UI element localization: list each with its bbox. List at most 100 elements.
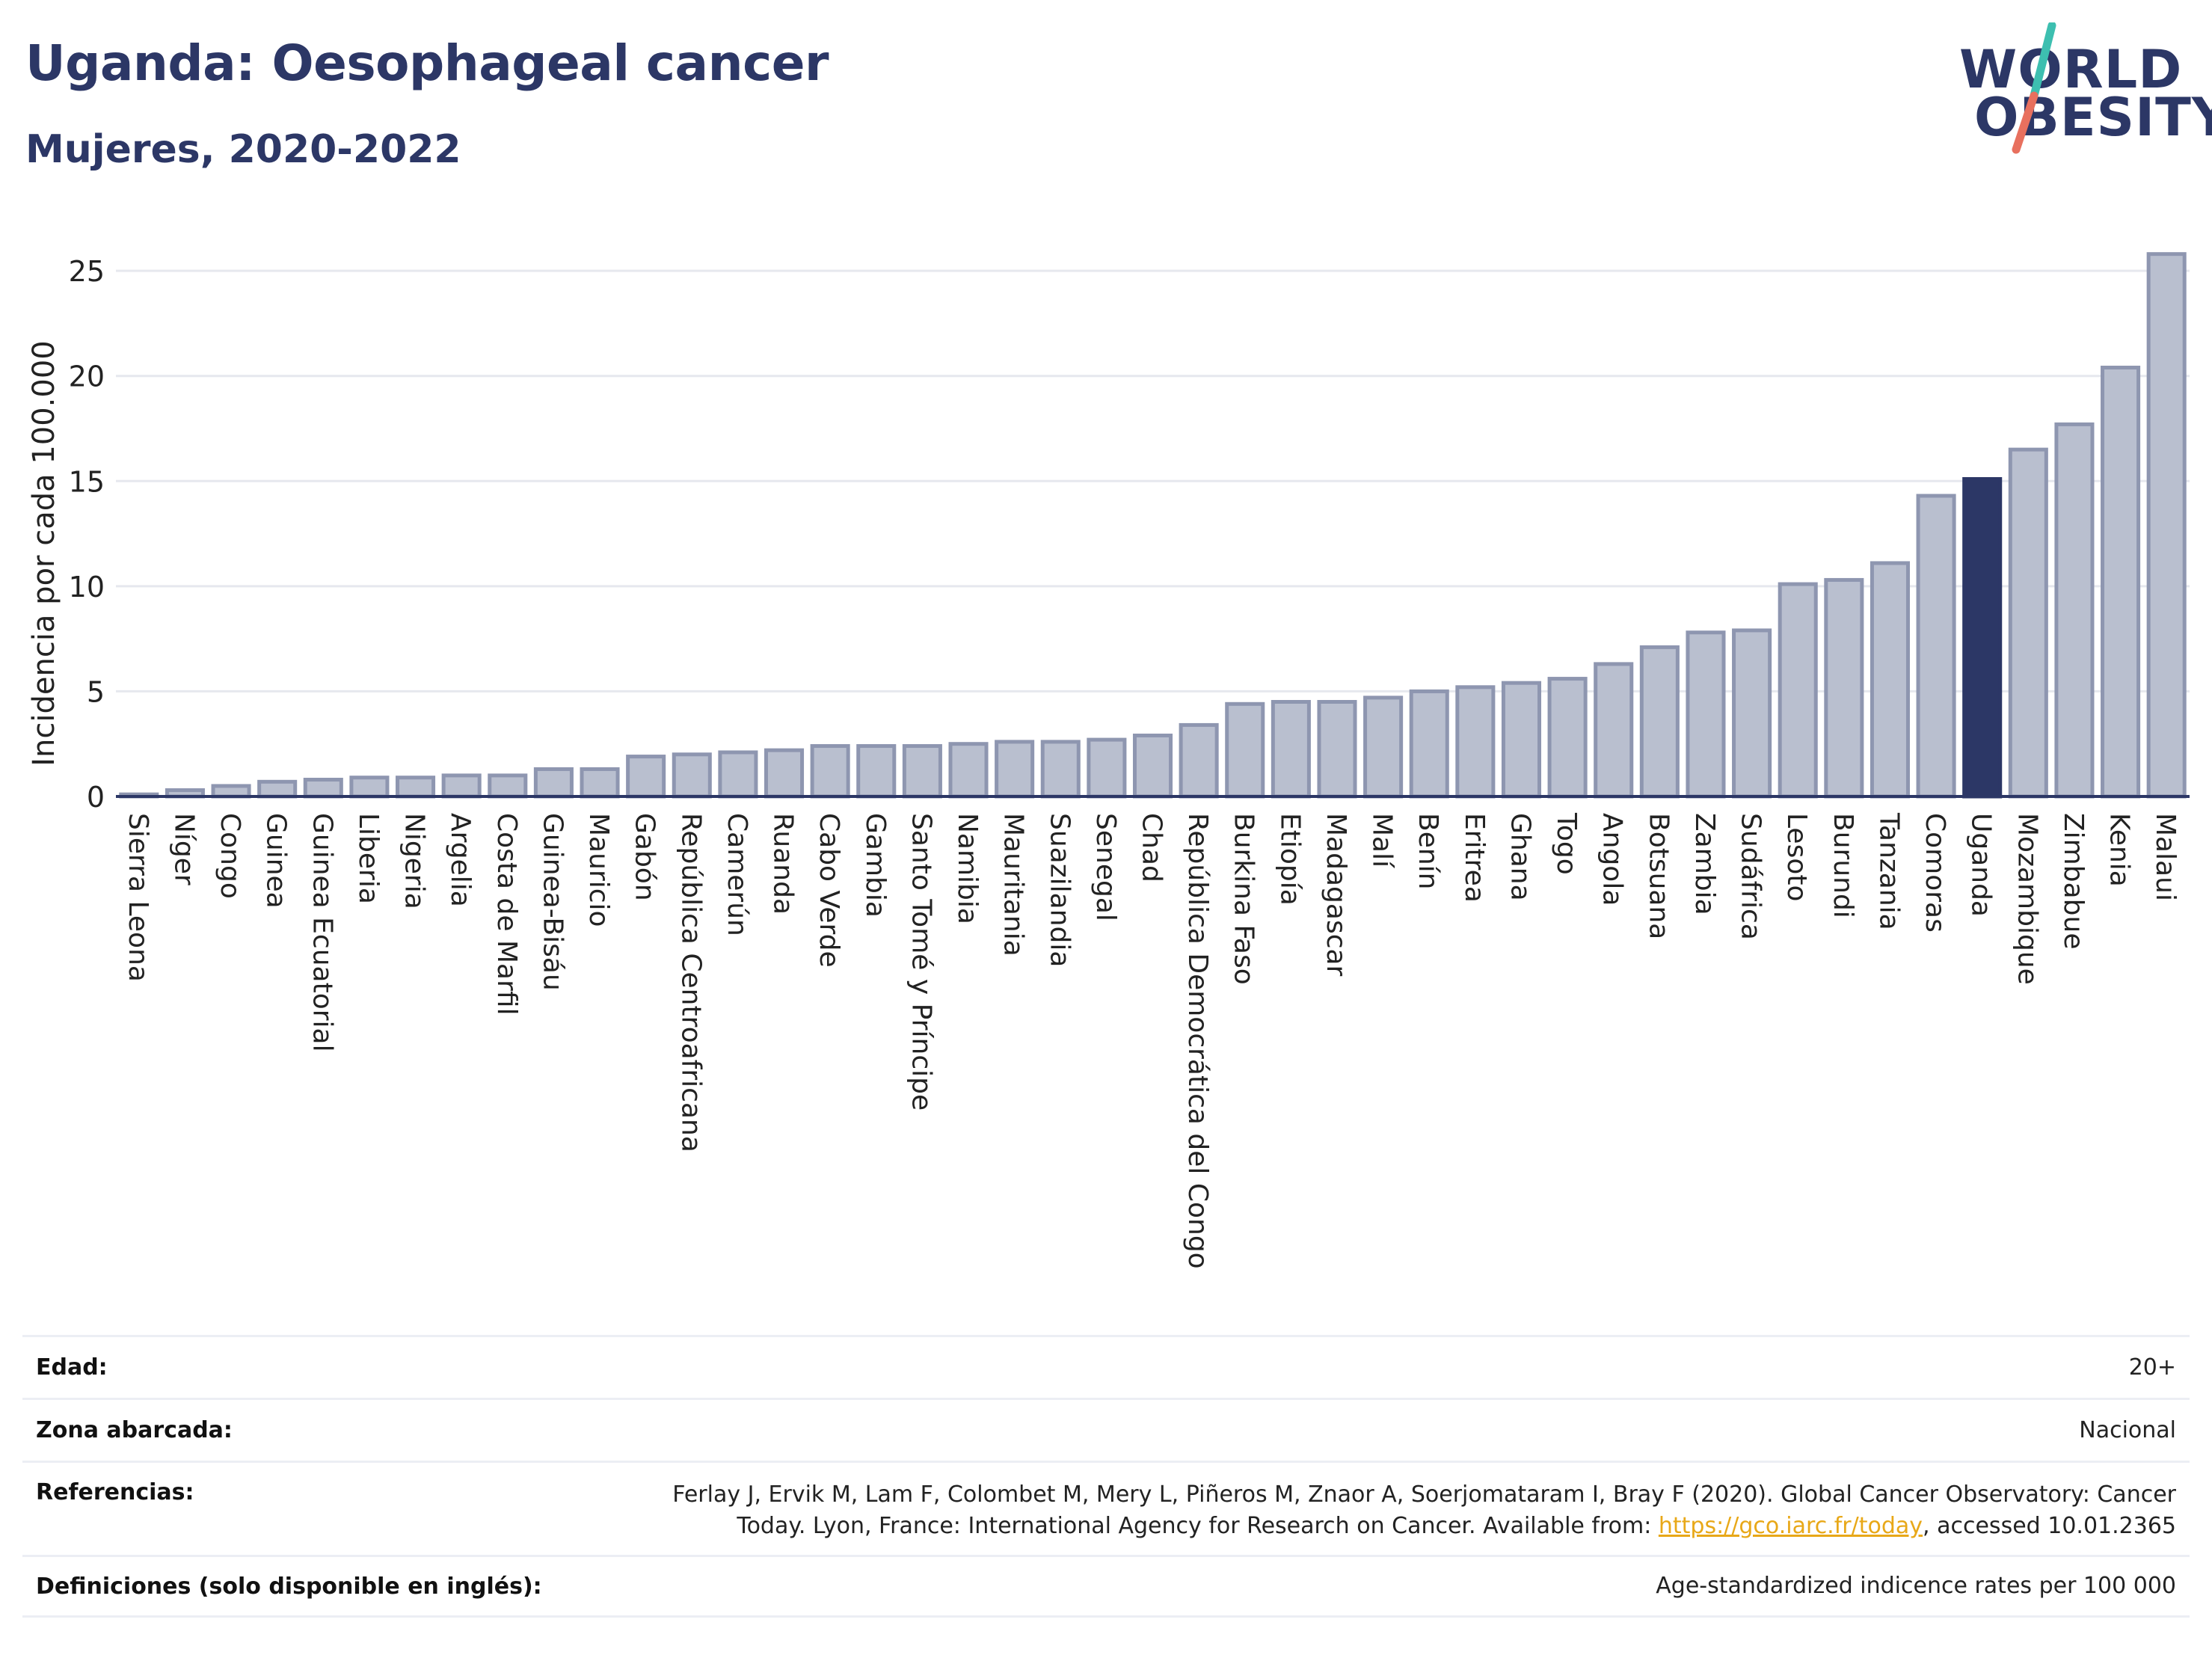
meta-value-references: Ferlay J, Ervik M, Lam F, Colombet M, Me… [672,1479,2176,1542]
x-tick-label: Togo [1551,812,1582,875]
meta-row-area: Zona abarcada: Nacional [22,1398,2190,1461]
bar [1087,737,1127,799]
x-tick-label: Uganda [1966,813,1997,917]
bar [1547,677,1588,799]
bar-chart: 0 5 10 15 20 25 Incidencia por cada 100.000 S… [27,252,2190,1269]
bar [1179,722,1219,799]
bar [856,744,897,799]
meta-value-age: 20+ [2128,1354,2176,1381]
x-tick-label: Cabo Verde [814,813,844,968]
x-tick-label: Burundi [1828,813,1858,918]
bar [303,778,343,799]
y-tick-label: 25 [69,255,105,288]
meta-row-age: Edad: 20+ [22,1335,2190,1398]
x-tick-label: Lesoto [1781,813,1812,902]
meta-label-references: Referencias: [36,1479,194,1505]
meta-row-definitions: Definiciones (solo disponible en inglés)… [22,1555,2190,1618]
x-axis-tick-labels: Sierra Leona Níger Congo Guinea Guinea Ecuat… [123,812,2181,1269]
logo-slash-icon [2012,22,2056,154]
x-tick-label: Angola [1597,813,1628,906]
bar [1639,645,1680,799]
x-tick-label: Gabón [630,813,660,901]
bar [2054,422,2095,799]
x-tick-label: Senegal [1090,813,1121,921]
logo-word-obesity: OBESITY [1974,87,2212,148]
meta-value-definitions: Age-standardized indicence rates per 100… [1656,1573,2176,1599]
meta-label-area: Zona abarcada: [36,1417,233,1443]
bar [2008,447,2048,799]
x-tick-label: Sudáfrica [1736,813,1766,940]
y-tick-label: 5 [87,675,105,708]
bar [995,740,1035,799]
x-tick-label: Nigeria [399,813,430,909]
bar [764,748,805,799]
bar [2146,252,2187,799]
x-tick-label: Mauritania [998,813,1029,957]
bar [1732,628,1772,799]
x-tick-label: Chad [1137,813,1167,882]
bar [1916,494,1956,799]
bar [257,779,298,799]
world-obesity-logo: WORLD OBESITY [1944,22,2212,157]
bar [488,773,528,799]
x-tick-label: Zambia [1689,813,1720,915]
x-tick-label: Costa de Marfil [491,813,522,1016]
chart-title: Uganda: Oesophageal cancer [25,34,829,92]
x-tick-label: Guinea [261,813,292,909]
bar [626,755,666,799]
bar [1501,681,1542,799]
x-tick-label: Guinea-Bisáu [537,813,568,991]
y-tick-label: 0 [87,781,105,814]
bar [1225,701,1265,799]
bar [1962,476,2003,799]
x-tick-label: Camerún [722,813,752,936]
bar [1132,733,1173,799]
bar [1455,685,1496,799]
x-tick-label: Mauricio [583,813,614,927]
meta-label-definitions: Definiciones (solo disponible en inglés)… [36,1573,542,1600]
x-tick-label: Níger [168,813,199,885]
reference-line-1: Ferlay J, Ervik M, Lam F, Colombet M, Me… [672,1481,2176,1508]
y-axis-ticks: 0 5 10 15 20 25 [69,255,105,814]
x-tick-label: Comoras [1920,813,1950,933]
x-tick-label: Gambia [860,813,891,918]
x-tick-label: Liberia [353,813,384,904]
meta-row-references: Referencias: Ferlay J, Ervik M, Lam F, C… [22,1461,2190,1555]
logo-word-world: WORLD [1959,39,2183,100]
y-tick-label: 15 [69,465,105,498]
meta-value-area: Nacional [2079,1416,2176,1443]
bar [1870,561,1910,799]
x-tick-label: Eritrea [1459,813,1490,903]
bar [441,773,482,799]
x-tick-label: Guinea Ecuatorial [307,813,337,1052]
x-tick-label: República Democrática del Congo [1182,813,1213,1269]
bar [396,776,436,799]
x-tick-label: República Centroafricana [675,813,706,1152]
x-tick-label: Zimbabue [2058,813,2089,949]
reference-line-2-post: , accessed 10.01.2365 [1923,1513,2176,1539]
x-tick-label: Malaui [2150,813,2181,901]
x-tick-label: Namibia [952,813,983,924]
metadata-table: Edad: 20+ Zona abarcada: Nacional Refere… [22,1335,2190,1618]
x-tick-label: Ghana [1505,813,1535,901]
bar [902,744,942,799]
x-tick-label: Suazilandia [1044,813,1075,967]
reference-link[interactable]: https://gco.iarc.fr/today [1658,1513,1923,1539]
bar [1824,577,1864,799]
x-tick-label: Santo Tomé y Príncipe [906,813,936,1111]
bar [1363,696,1404,799]
x-tick-label: Botsuana [1643,813,1674,939]
bars [119,252,2187,799]
x-tick-label: Madagascar [1321,813,1351,977]
bar [948,742,989,799]
bar [1594,662,1634,799]
y-tick-label: 20 [69,360,105,393]
y-tick-label: 10 [69,571,105,604]
x-tick-label: Tanzania [1873,812,1904,930]
x-tick-label: Kenia [2104,813,2135,887]
x-tick-label: Etiopía [1274,813,1305,906]
bar [1409,689,1449,799]
chart-subtitle: Mujeres, 2020-2022 [25,127,461,172]
x-tick-label: Malí [1367,813,1398,868]
meta-label-age: Edad: [36,1354,108,1381]
